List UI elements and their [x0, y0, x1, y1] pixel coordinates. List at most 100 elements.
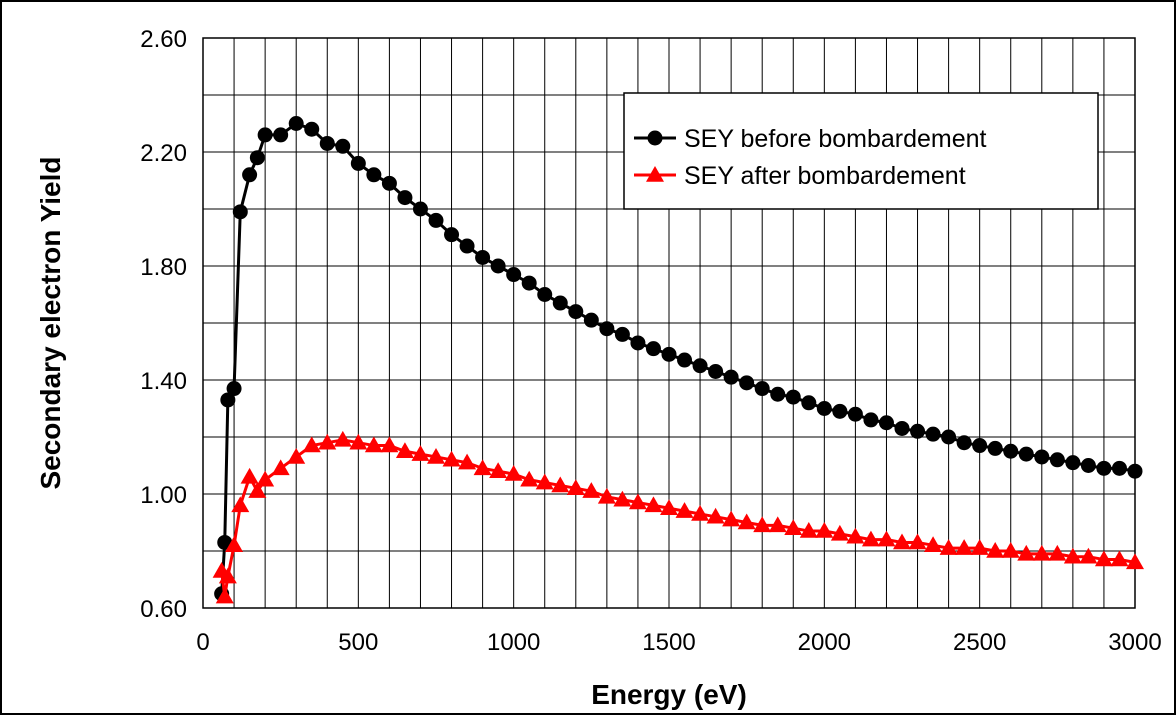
- data-point: [582, 482, 601, 498]
- data-point: [490, 258, 506, 274]
- data-point: [1080, 458, 1096, 473]
- x-tick-label: 500: [338, 629, 378, 656]
- data-point: [395, 442, 414, 458]
- series-1: [214, 116, 1143, 602]
- data-point: [568, 304, 584, 320]
- data-point: [613, 490, 632, 507]
- data-point: [366, 167, 382, 183]
- data-point: [661, 346, 677, 362]
- data-point: [753, 516, 772, 533]
- data-point: [521, 275, 537, 291]
- data-point: [1063, 547, 1082, 564]
- data-point: [830, 524, 849, 541]
- y-tick-label: 0.60: [140, 596, 187, 623]
- data-point: [333, 430, 352, 447]
- data-point: [1094, 550, 1113, 567]
- data-point: [847, 406, 863, 422]
- data-point: [1111, 460, 1127, 476]
- data-point: [785, 389, 801, 405]
- data-point: [225, 536, 244, 553]
- data-point: [770, 386, 786, 402]
- series-line: [220, 438, 1136, 597]
- data-point: [691, 504, 710, 521]
- x-tick-label: 3000: [1108, 629, 1161, 656]
- x-tick-label: 2000: [798, 629, 851, 656]
- data-point: [722, 510, 741, 527]
- data-point: [877, 530, 896, 547]
- data-point: [273, 127, 289, 143]
- data-point: [754, 381, 770, 397]
- data-point: [799, 522, 818, 538]
- data-point: [630, 335, 646, 351]
- data-point: [614, 326, 630, 342]
- data-point: [768, 516, 787, 533]
- data-point: [249, 150, 265, 166]
- data-point: [1034, 449, 1050, 465]
- data-point: [956, 435, 972, 451]
- data-point: [397, 190, 413, 206]
- data-point: [893, 533, 911, 550]
- data-point: [970, 539, 989, 555]
- data-point: [925, 426, 941, 442]
- legend-item: SEY before bombardement: [634, 125, 987, 153]
- data-point: [597, 487, 616, 504]
- x-tick-label: 1000: [487, 629, 540, 656]
- data-point: [706, 507, 725, 524]
- y-tick-label: 2.20: [140, 140, 187, 167]
- x-tick-label: 1500: [642, 629, 695, 656]
- data-point: [583, 312, 599, 328]
- data-point: [535, 473, 554, 490]
- data-point: [1126, 553, 1144, 570]
- legend-label: SEY before bombardement: [684, 125, 987, 153]
- data-point: [271, 459, 290, 476]
- legend-item: SEY after bombardement: [634, 162, 966, 190]
- data-point: [801, 395, 817, 411]
- data-point: [846, 527, 865, 544]
- data-point: [644, 496, 663, 513]
- data-point: [242, 167, 258, 183]
- y-tick-label: 2.60: [140, 26, 187, 53]
- data-point: [411, 445, 430, 461]
- data-point: [737, 513, 756, 530]
- data-point: [677, 352, 693, 368]
- data-point: [1049, 452, 1065, 468]
- data-point: [863, 412, 879, 428]
- data-point: [349, 433, 368, 450]
- plot-area-border: [202, 37, 1136, 609]
- data-point: [537, 287, 553, 302]
- data-point: [218, 567, 237, 584]
- data-point: [364, 436, 383, 453]
- data-point: [832, 403, 848, 419]
- data-point: [939, 539, 958, 555]
- x-tick-label: 2500: [953, 629, 1006, 656]
- data-point: [442, 450, 461, 467]
- data-point: [520, 470, 539, 487]
- data-point: [1065, 455, 1081, 471]
- data-point: [427, 447, 445, 464]
- data-point: [380, 436, 399, 453]
- y-axis-title: Secondary electron Yield: [35, 156, 66, 489]
- data-point: [566, 479, 585, 496]
- data-point: [552, 295, 568, 311]
- x-tick-label: 0: [196, 629, 209, 656]
- data-point: [504, 465, 523, 481]
- data-point: [350, 155, 366, 171]
- data-point: [287, 447, 306, 464]
- data-point: [335, 138, 351, 154]
- data-point: [459, 238, 475, 254]
- data-point: [647, 130, 663, 146]
- data-point: [506, 267, 522, 283]
- data-point: [458, 453, 477, 470]
- data-point: [739, 375, 755, 391]
- y-tick-label: 1.40: [140, 368, 187, 395]
- y-tick-label: 1.80: [140, 254, 187, 281]
- data-point: [489, 462, 508, 478]
- data-point: [645, 341, 661, 357]
- data-point: [381, 175, 397, 191]
- data-point: [924, 536, 943, 553]
- data-point: [302, 436, 321, 453]
- data-point: [232, 204, 248, 220]
- data-point: [240, 467, 259, 484]
- data-point: [475, 249, 491, 265]
